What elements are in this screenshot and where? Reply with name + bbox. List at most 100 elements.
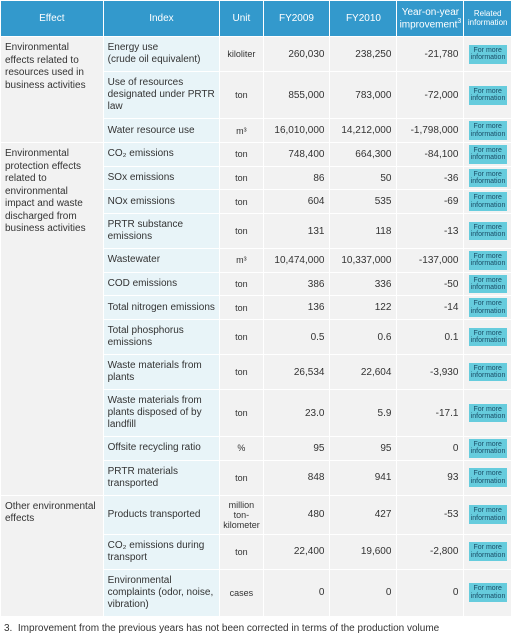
unit-cell: ton <box>220 296 263 320</box>
fy2009-cell: 848 <box>263 460 330 495</box>
index-cell: Use of resources designated under PRTR l… <box>103 72 220 119</box>
fy2010-cell: 10,337,000 <box>330 249 397 273</box>
fy2009-cell: 86 <box>263 166 330 190</box>
unit-cell: ton <box>220 460 263 495</box>
fy2010-cell: 664,300 <box>330 143 397 167</box>
link-cell: For more information <box>464 72 512 119</box>
more-info-button[interactable]: For more information <box>469 404 507 423</box>
more-info-button[interactable]: For more information <box>469 222 507 241</box>
unit-cell: ton <box>220 143 263 167</box>
unit-cell: ton <box>220 272 263 296</box>
col-yoy: Year-on-year improvement3 <box>397 1 464 37</box>
yoy-cell: -14 <box>397 296 464 320</box>
fy2009-cell: 136 <box>263 296 330 320</box>
more-info-button[interactable]: For more information <box>469 251 507 270</box>
more-info-button[interactable]: For more information <box>469 275 507 294</box>
index-cell: CO₂ emissions during transport <box>103 534 220 569</box>
fy2010-cell: 783,000 <box>330 72 397 119</box>
more-info-button[interactable]: For more information <box>469 45 507 64</box>
index-cell: Water resource use <box>103 119 220 143</box>
index-cell: Environmental complaints (odor, noise, v… <box>103 569 220 616</box>
fy2009-cell: 260,030 <box>263 37 330 72</box>
index-cell: PRTR substance emissions <box>103 214 220 249</box>
footnote: 3. Improvement from the previous years h… <box>0 617 512 638</box>
more-info-button[interactable]: For more information <box>469 121 507 140</box>
fy2010-cell: 118 <box>330 214 397 249</box>
link-cell: For more information <box>464 296 512 320</box>
unit-cell: cases <box>220 569 263 616</box>
col-effect: Effect <box>1 1 104 37</box>
yoy-cell: 0 <box>397 437 464 461</box>
index-cell: Offsite recycling ratio <box>103 437 220 461</box>
unit-cell: ton <box>220 72 263 119</box>
unit-cell: ton <box>220 214 263 249</box>
index-cell: Waste materials from plants disposed of … <box>103 390 220 437</box>
fy2009-cell: 131 <box>263 214 330 249</box>
more-info-button[interactable]: For more information <box>469 583 507 602</box>
fy2010-cell: 535 <box>330 190 397 214</box>
fy2009-cell: 0.5 <box>263 320 330 355</box>
table-body: Environmental effects related to resourc… <box>1 37 512 617</box>
index-cell: Products transported <box>103 495 220 534</box>
unit-cell: % <box>220 437 263 461</box>
fy2009-cell: 604 <box>263 190 330 214</box>
link-cell: For more information <box>464 534 512 569</box>
index-cell: CO₂ emissions <box>103 143 220 167</box>
more-info-button[interactable]: For more information <box>469 363 507 382</box>
unit-cell: m³ <box>220 249 263 273</box>
unit-cell: ton <box>220 534 263 569</box>
link-cell: For more information <box>464 460 512 495</box>
fy2010-cell: 19,600 <box>330 534 397 569</box>
link-cell: For more information <box>464 166 512 190</box>
yoy-cell: -36 <box>397 166 464 190</box>
unit-cell: m³ <box>220 119 263 143</box>
link-cell: For more information <box>464 249 512 273</box>
unit-cell: ton <box>220 320 263 355</box>
fy2010-cell: 14,212,000 <box>330 119 397 143</box>
more-info-button[interactable]: For more information <box>469 505 507 524</box>
effect-cell: Environmental effects related to resourc… <box>1 37 104 143</box>
fy2009-cell: 855,000 <box>263 72 330 119</box>
link-cell: For more information <box>464 437 512 461</box>
link-cell: For more information <box>464 569 512 616</box>
more-info-button[interactable]: For more information <box>469 542 507 561</box>
more-info-button[interactable]: For more information <box>469 328 507 347</box>
yoy-cell: -21,780 <box>397 37 464 72</box>
fy2009-cell: 26,534 <box>263 355 330 390</box>
yoy-cell: -13 <box>397 214 464 249</box>
link-cell: For more information <box>464 37 512 72</box>
col-fy2009: FY2009 <box>263 1 330 37</box>
more-info-button[interactable]: For more information <box>469 86 507 105</box>
index-cell: SOx emissions <box>103 166 220 190</box>
unit-cell: ton <box>220 355 263 390</box>
link-cell: For more information <box>464 320 512 355</box>
fy2010-cell: 427 <box>330 495 397 534</box>
more-info-button[interactable]: For more information <box>469 298 507 317</box>
index-cell: Waste materials from plants <box>103 355 220 390</box>
more-info-button[interactable]: For more information <box>469 439 507 458</box>
fy2009-cell: 22,400 <box>263 534 330 569</box>
unit-cell: kiloliter <box>220 37 263 72</box>
yoy-cell: -3,930 <box>397 355 464 390</box>
effect-cell: Other environmental effects <box>1 495 104 616</box>
link-cell: For more information <box>464 390 512 437</box>
more-info-button[interactable]: For more information <box>469 192 507 211</box>
fy2010-cell: 122 <box>330 296 397 320</box>
more-info-button[interactable]: For more information <box>469 468 507 487</box>
yoy-cell: -17.1 <box>397 390 464 437</box>
unit-cell: ton <box>220 390 263 437</box>
link-cell: For more information <box>464 214 512 249</box>
more-info-button[interactable]: For more information <box>469 169 507 188</box>
effect-cell: Environmental protection effects related… <box>1 143 104 496</box>
fy2010-cell: 336 <box>330 272 397 296</box>
yoy-cell: 0.1 <box>397 320 464 355</box>
fy2009-cell: 95 <box>263 437 330 461</box>
more-info-button[interactable]: For more information <box>469 145 507 164</box>
yoy-cell: 0 <box>397 569 464 616</box>
fy2010-cell: 941 <box>330 460 397 495</box>
col-unit: Unit <box>220 1 263 37</box>
fy2009-cell: 386 <box>263 272 330 296</box>
table-row: Other environmental effectsProducts tran… <box>1 495 512 534</box>
index-cell: Total phosphorus emissions <box>103 320 220 355</box>
yoy-cell: -69 <box>397 190 464 214</box>
